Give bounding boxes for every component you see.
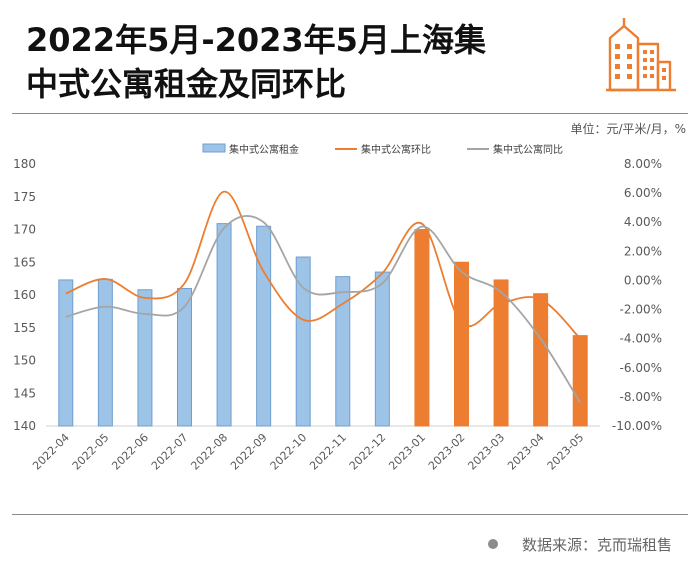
y-right-tick-label: 6.00% [624, 186, 662, 200]
source-note: 数据来源：克而瑞租售 [487, 534, 672, 555]
bar-2022-05 [97, 278, 113, 427]
y-left-tick-label: 180 [13, 157, 36, 171]
x-tick-label: 2023-03 [465, 431, 507, 473]
x-tick-label: 2022-05 [70, 431, 112, 473]
bar-2022-09 [256, 225, 272, 427]
mom-series-line [65, 190, 581, 340]
bar-2023-04 [533, 293, 549, 427]
bar-2023-05 [572, 335, 588, 427]
bar-2022-04 [58, 279, 74, 427]
bar-2022-10 [295, 256, 311, 427]
x-tick-label: 2023-02 [426, 431, 468, 473]
legend-label: 集中式公寓同比 [493, 143, 563, 156]
x-tick-label: 2023-01 [386, 431, 428, 473]
top-divider [12, 113, 688, 114]
y-right-tick-label: -6.00% [620, 361, 662, 375]
combo-chart: 140 145 150 155 160 165 170 175 180 -10.00% -8.00%… [13, 143, 662, 473]
bar-2023-03 [493, 279, 509, 427]
x-tick-label: 2022-10 [268, 431, 310, 473]
bar-2022-07 [177, 287, 192, 427]
x-tick-label: 2022-08 [188, 431, 230, 473]
y-right-tick-label: 8.00% [624, 157, 662, 171]
x-tick-label: 2023-05 [545, 431, 587, 473]
unit-note: 单位：元/平米/月，% [570, 122, 687, 136]
x-tick-label: 2022-12 [347, 431, 389, 473]
bar-2022-06 [137, 289, 153, 427]
x-tick-label: 2022-11 [307, 431, 349, 473]
source-text: 数据来源：克而瑞租售 [521, 536, 672, 554]
y-left-tick-label: 170 [13, 223, 36, 237]
y-left-tick-label: 160 [13, 288, 36, 302]
y-left-tick-label: 175 [13, 190, 36, 204]
y-right-tick-label: -10.00% [612, 419, 662, 433]
y-right-tick-label: -4.00% [620, 332, 662, 346]
y-left-tick-label: 150 [13, 354, 36, 368]
x-tick-label: 2022-04 [30, 431, 72, 473]
bar-2023-02 [454, 261, 469, 427]
legend-label: 集中式公寓租金 [229, 143, 299, 156]
bar-2023-01 [414, 229, 430, 427]
x-tick-label: 2022-09 [228, 431, 270, 473]
y-right-tick-label: -2.00% [620, 303, 662, 317]
title-line-2: 中式公寓租金及同环比 [26, 65, 347, 103]
city-buildings-icon [606, 18, 676, 92]
bar-2022-11 [335, 276, 351, 427]
bar-2022-12 [374, 271, 390, 427]
y-left-tick-label: 140 [13, 419, 36, 433]
bar-2022-08 [216, 223, 232, 427]
yoy-series-line [65, 215, 581, 404]
legend-label: 集中式公寓环比 [361, 143, 431, 156]
bottom-divider [12, 514, 688, 515]
y-right-tick-label: 4.00% [624, 215, 662, 229]
x-tick-label: 2022-06 [109, 431, 151, 473]
chart-title: 2022年5月-2023年5月上海集 中式公寓租金及同环比 [26, 18, 586, 106]
y-left-tick-label: 155 [13, 321, 36, 335]
x-tick-label: 2022-07 [149, 431, 191, 473]
bullet-icon [487, 538, 498, 549]
y-left-tick-label: 145 [13, 386, 36, 400]
y-left-tick-label: 165 [13, 255, 36, 269]
y-right-tick-label: -8.00% [620, 390, 662, 404]
legend-swatch-rent [202, 143, 226, 153]
y-right-tick-label: 0.00% [624, 273, 662, 287]
y-right-tick-label: 2.00% [624, 244, 662, 258]
title-line-1: 2022年5月-2023年5月上海集 [26, 21, 486, 59]
x-tick-label: 2023-04 [505, 431, 547, 473]
